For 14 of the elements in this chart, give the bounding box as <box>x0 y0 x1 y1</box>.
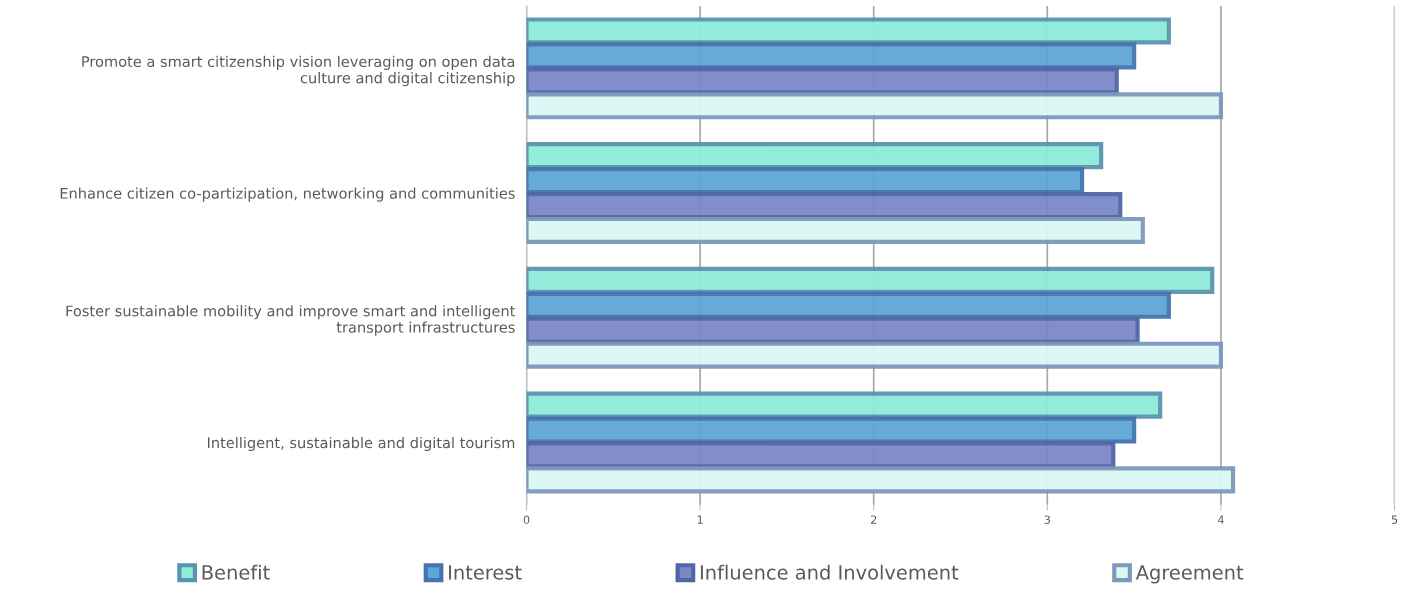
x-tick-label: 5 <box>1391 515 1398 524</box>
x-tick-label: 2 <box>871 515 877 524</box>
y-tick-label: Foster sustainable mobility and improve smart and intelligent transport infrastructures <box>66 305 516 336</box>
y-tick-label: Intelligent, sustainable and digital tourism <box>207 436 515 452</box>
y-tick-label: Enhance citizen co-partizipation, networking and communities <box>60 187 515 202</box>
x-tick-label: 0 <box>523 515 530 524</box>
x-tick-label: 3 <box>1044 515 1050 524</box>
legend-label: Benefit <box>202 564 270 580</box>
x-tick-label: 4 <box>1217 515 1224 524</box>
legend-label: Interest <box>449 565 522 580</box>
x-tick-label: 1 <box>697 515 703 524</box>
y-tick-label: Promote a smart citizenship vision leveraging on open data culture and digital citizenship <box>82 55 515 87</box>
legend-label: Influence and Involvement <box>700 564 959 580</box>
legend-label: Agreement <box>1135 565 1244 584</box>
